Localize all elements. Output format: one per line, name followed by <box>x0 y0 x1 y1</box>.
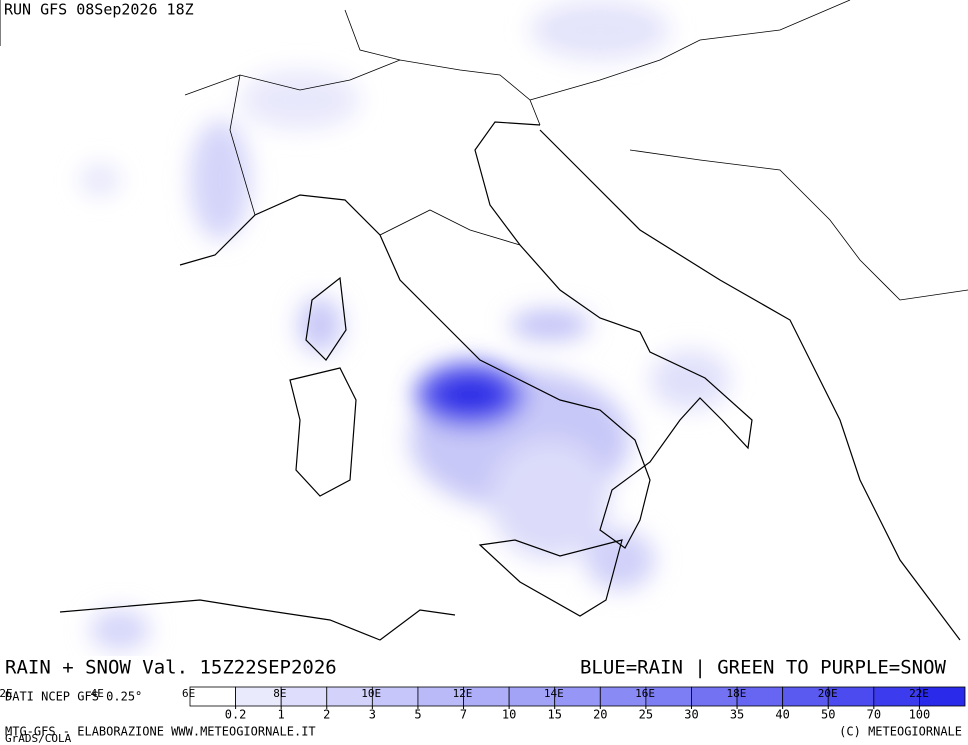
colorbar-label: 7 <box>460 708 467 722</box>
lon-label: 18E <box>726 687 746 700</box>
colorbar-label: 70 <box>867 708 881 722</box>
lon-label: 20E <box>818 687 838 700</box>
colorbar-label: 20 <box>593 708 607 722</box>
colorbar-label: 25 <box>639 708 653 722</box>
colorbar-label: 50 <box>821 708 835 722</box>
legend-note: BLUE=RAIN | GREEN TO PURPLE=SNOW <box>580 657 947 679</box>
colorbar-label: 0.2 <box>225 708 247 722</box>
run-label: RUN GFS 08Sep2026 18Z <box>4 1 194 19</box>
borders <box>184 0 968 301</box>
lon-label: 4E <box>91 687 104 700</box>
colorbar-label: 15 <box>547 708 561 722</box>
credit: MTG-GFS - ELABORAZIONE WWW.METEOGIORNALE… <box>5 725 316 739</box>
lon-label: 6E <box>182 687 195 700</box>
lon-label: 22E <box>909 687 929 700</box>
footer-title: RAIN + SNOW Val. 15Z22SEP2026 <box>5 657 337 679</box>
colorbar-box <box>919 686 966 707</box>
lon-label: 14E <box>544 687 564 700</box>
colorbar-label: 3 <box>369 708 376 722</box>
colorbar-label: 40 <box>775 708 789 722</box>
colorbar-box <box>280 686 328 707</box>
lon-label: 2E <box>0 687 13 700</box>
colorbar-label: 10 <box>502 708 516 722</box>
colorbar-box <box>189 686 236 707</box>
lon-label: 12E <box>453 687 473 700</box>
lon-label: 10E <box>361 687 381 700</box>
source: DATI NCEP GFS 0.25° <box>5 690 142 704</box>
precipitation <box>80 0 730 650</box>
colorbar-label: 5 <box>414 708 421 722</box>
copyright: (C) METEOGIORNALE <box>839 725 962 739</box>
colorbar-label: 1 <box>278 708 285 722</box>
software: GrADS/COLA <box>5 732 72 745</box>
colorbar-label: 100 <box>909 708 931 722</box>
coastlines <box>59 121 961 641</box>
lon-label: 8E <box>273 687 286 700</box>
lon-label: 16E <box>635 687 655 700</box>
colorbar-label: 35 <box>730 708 744 722</box>
colorbar-label: 2 <box>323 708 330 722</box>
colorbar-label: 30 <box>684 708 698 722</box>
